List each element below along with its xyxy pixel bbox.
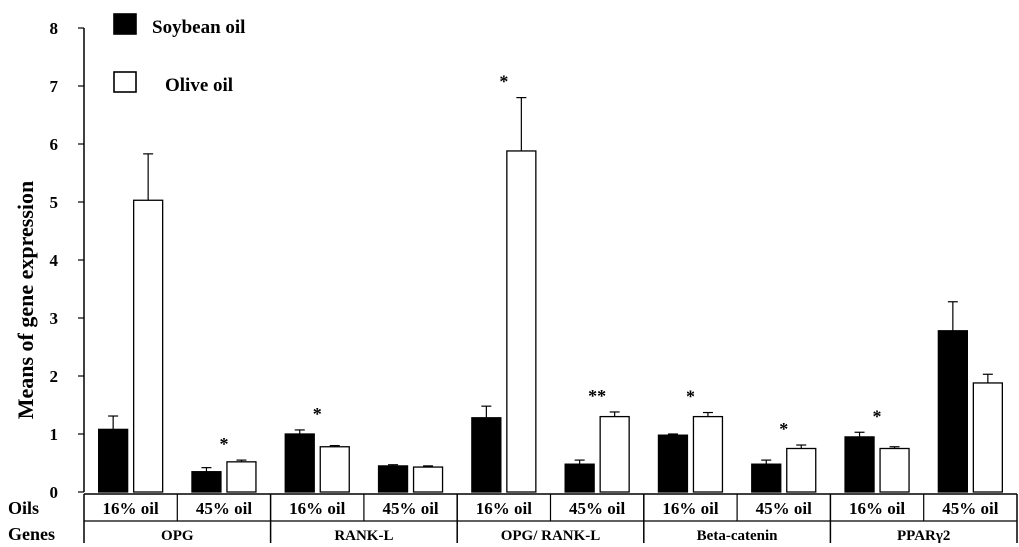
oil-label: 16% oil	[289, 499, 345, 518]
y-tick-label: 4	[50, 251, 59, 270]
bar	[972, 382, 1003, 493]
bar	[226, 461, 257, 493]
y-tick-label: 7	[50, 77, 59, 96]
bar	[657, 434, 689, 493]
bar	[564, 463, 595, 493]
bar	[132, 199, 164, 493]
oil-label: 45% oil	[942, 499, 998, 518]
oil-label: 16% oil	[662, 499, 718, 518]
category-table: Oils Genes 16% oil 45% oil 16% oil 45% oil 16%…	[8, 493, 1018, 544]
oil-label: 16% oil	[476, 499, 532, 518]
legend-swatch	[113, 13, 137, 35]
gene-label: PPARγ2	[897, 528, 950, 544]
axes: 0 1 2 3 4 5 6 7 8 Means of gene expression	[13, 19, 85, 502]
y-tick-label: 6	[50, 135, 59, 154]
bar	[692, 415, 724, 493]
error-bars	[108, 96, 993, 477]
legend-swatch	[113, 71, 137, 93]
significance-marker: *	[313, 404, 322, 424]
bar	[191, 471, 222, 493]
row-label-genes: Genes	[8, 524, 55, 544]
oil-label: 45% oil	[196, 499, 252, 518]
y-tick-label: 0	[50, 483, 59, 502]
significance-marker: *	[779, 419, 788, 439]
bar	[844, 436, 875, 493]
y-tick-label: 2	[50, 367, 59, 386]
y-tick-label: 3	[50, 309, 59, 328]
y-tick-label: 1	[50, 425, 59, 444]
bar	[786, 447, 817, 493]
bar	[98, 428, 129, 493]
bar	[319, 446, 350, 493]
legend-label: Olive oil	[165, 75, 233, 96]
oil-label: 16% oil	[849, 499, 905, 518]
bar	[506, 150, 537, 493]
significance-marker: *	[499, 72, 508, 92]
bars	[98, 150, 1003, 493]
legend: Soybean oil Olive oil	[113, 13, 245, 96]
significance-marker: *	[219, 434, 228, 454]
bar	[751, 463, 782, 493]
bar	[879, 447, 910, 493]
bar	[284, 433, 315, 493]
gene-label: OPG	[161, 528, 194, 544]
significance-annotations: ***** ***	[219, 72, 881, 455]
bar	[937, 330, 968, 493]
bar	[412, 466, 444, 493]
oil-label: 45% oil	[569, 499, 625, 518]
row-label-oils: Oils	[8, 498, 39, 518]
significance-marker: *	[873, 406, 882, 426]
legend-label: Soybean oil	[152, 17, 245, 38]
significance-marker: **	[588, 386, 606, 406]
significance-marker: *	[686, 387, 695, 407]
bar	[471, 417, 502, 493]
bar	[599, 415, 630, 493]
bar	[377, 465, 409, 493]
gene-label: RANK-L	[334, 528, 393, 544]
y-tick-label: 8	[50, 19, 59, 38]
gene-label: OPG/ RANK-L	[501, 528, 601, 544]
y-axis-label: Means of gene expression	[13, 181, 38, 420]
y-tick-label: 5	[50, 193, 59, 212]
oil-label: 16% oil	[103, 499, 159, 518]
gene-label: Beta-catenin	[697, 528, 778, 544]
oil-label: 45% oil	[382, 499, 438, 518]
oil-label: 45% oil	[756, 499, 812, 518]
